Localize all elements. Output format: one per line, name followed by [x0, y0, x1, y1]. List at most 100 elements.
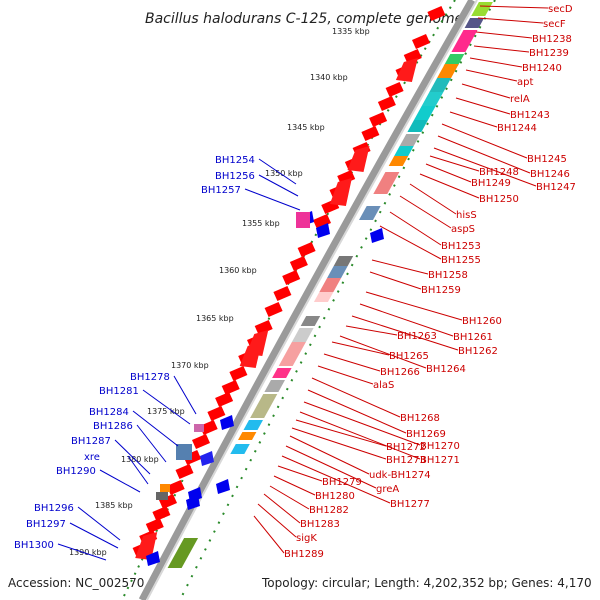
gene-arrow-reverse — [316, 223, 330, 238]
gene-label-forward[interactable]: BH1238 — [532, 34, 572, 45]
gene-label-forward[interactable]: BH1279 — [322, 477, 362, 488]
leader-line-red — [359, 303, 454, 337]
leader-line-red — [311, 377, 401, 418]
leader-line-red — [371, 259, 429, 275]
gene-label-forward[interactable]: aspS — [451, 224, 475, 235]
leader-line-red — [351, 315, 459, 351]
gene-block-forward — [239, 342, 262, 368]
gene-label-reverse[interactable]: BH1287 — [71, 436, 111, 447]
gene-label-reverse[interactable]: BH1256 — [215, 171, 255, 182]
leader-line-red — [365, 291, 463, 321]
gene-track-ticks — [179, 0, 496, 600]
gene-label-reverse[interactable]: BH1257 — [201, 185, 241, 196]
gene-label-forward[interactable]: alaS — [373, 380, 394, 391]
gene-label-forward[interactable]: BH1283 — [300, 519, 340, 530]
gene-label-forward[interactable]: BH1259 — [421, 285, 461, 296]
gene-label-forward[interactable]: BH1273 — [386, 455, 426, 466]
gene-segment — [394, 146, 414, 156]
gene-label-reverse[interactable]: BH1284 — [89, 407, 129, 418]
gene-label-forward[interactable]: apt — [517, 77, 533, 88]
gene-label-forward[interactable]: BH1253 — [441, 241, 481, 252]
leader-line-blue — [69, 522, 119, 549]
gene-label-reverse[interactable]: BH1286 — [93, 421, 133, 432]
gene-arrow-forward — [282, 270, 301, 285]
leader-line-blue — [57, 543, 107, 561]
gene-arrow-forward — [159, 494, 177, 509]
gene-segment — [451, 30, 478, 52]
topology-text: Topology: circular; Length: 4,202,352 bp… — [262, 576, 592, 590]
gene-label-forward[interactable]: hisS — [456, 210, 477, 221]
gene-label-forward[interactable]: BH1248 — [479, 167, 519, 178]
gene-label-forward[interactable]: BH1268 — [400, 413, 440, 424]
gene-label-forward[interactable]: BH1272 — [386, 442, 426, 453]
gene-block-reverse — [156, 492, 168, 500]
gene-label-reverse[interactable]: BH1297 — [26, 519, 66, 530]
gene-label-forward[interactable]: BH1271 — [420, 455, 460, 466]
gene-label-forward[interactable]: BH1247 — [536, 182, 576, 193]
gene-label-forward[interactable]: BH1265 — [389, 351, 429, 362]
gene-label-forward[interactable]: BH1249 — [471, 178, 511, 189]
leader-line-red — [441, 123, 528, 159]
gene-label-reverse[interactable]: BH1278 — [130, 372, 170, 383]
gene-label-forward[interactable]: BH1280 — [315, 491, 355, 502]
gene-label-forward[interactable]: BH1264 — [426, 364, 466, 375]
gene-label-forward[interactable]: BH1243 — [510, 110, 550, 121]
gene-label-reverse[interactable]: BH1254 — [215, 155, 255, 166]
gene-label-forward[interactable]: BH1261 — [453, 332, 493, 343]
leader-line-red — [469, 57, 523, 68]
gene-label-forward[interactable]: BH1289 — [284, 549, 324, 560]
gene-arrow-forward — [145, 518, 164, 533]
kbp-tick-label: 1380 kbp — [121, 455, 159, 464]
gene-label-reverse[interactable]: BH1300 — [14, 540, 54, 551]
kbp-tick-label: 1335 kbp — [332, 27, 370, 36]
kbp-tick-label: 1375 kbp — [147, 407, 185, 416]
leader-line-red — [263, 493, 301, 524]
leader-line-red — [455, 97, 511, 115]
gene-label-forward[interactable]: BH1282 — [309, 505, 349, 516]
gene-label-forward[interactable]: BH1239 — [529, 48, 569, 59]
leader-line-red — [437, 135, 531, 174]
gene-label-reverse[interactable]: BH1296 — [34, 503, 74, 514]
gene-label-forward[interactable]: BH1240 — [522, 63, 562, 74]
leader-line-blue — [258, 174, 299, 197]
gene-label-forward[interactable]: udk-BH1274 — [369, 470, 431, 481]
gene-label-forward[interactable]: sigK — [296, 533, 317, 544]
gene-label-reverse[interactable]: BH1290 — [56, 466, 96, 477]
kbp-tick-label: 1390 kbp — [69, 548, 107, 557]
gene-arrow-reverse — [186, 495, 200, 510]
gene-label-forward[interactable]: BH1262 — [458, 346, 498, 357]
gene-arrow-forward — [215, 392, 234, 407]
kbp-tick-label: 1345 kbp — [287, 123, 325, 132]
leader-line-red — [419, 173, 480, 199]
leader-line-blue — [99, 469, 141, 493]
gene-label-reverse[interactable]: xre — [84, 452, 100, 463]
gene-label-forward[interactable]: BH1244 — [497, 123, 537, 134]
gene-label-forward[interactable]: relA — [510, 94, 530, 105]
gene-arrow-forward — [264, 302, 283, 317]
gene-label-forward[interactable]: BH1258 — [428, 270, 468, 281]
gene-label-forward[interactable]: BH1270 — [420, 441, 460, 452]
gene-label-forward[interactable]: BH1277 — [390, 499, 430, 510]
gene-label-forward[interactable]: secF — [543, 19, 566, 30]
gene-label-forward[interactable]: BH1246 — [530, 169, 570, 180]
gene-label-forward[interactable]: greA — [376, 484, 399, 495]
gene-label-forward[interactable]: BH1255 — [441, 255, 481, 266]
gene-label-reverse[interactable]: BH1281 — [99, 386, 139, 397]
gene-label-forward[interactable]: BH1245 — [527, 154, 567, 165]
gene-label-forward[interactable]: BH1263 — [397, 331, 437, 342]
gene-label-forward[interactable]: BH1250 — [479, 194, 519, 205]
genome-backbone — [138, 0, 476, 600]
gene-segment — [243, 420, 263, 430]
gene-label-forward[interactable]: BH1269 — [406, 429, 446, 440]
gene-segment — [319, 278, 342, 292]
leader-line-red — [285, 445, 377, 489]
kbp-tick-label: 1370 kbp — [171, 361, 209, 370]
gene-segment — [414, 106, 436, 120]
leader-line-red — [331, 341, 390, 356]
leader-line-red — [461, 83, 511, 99]
gene-label-forward[interactable]: BH1266 — [380, 367, 420, 378]
gene-label-forward[interactable]: BH1260 — [462, 316, 502, 327]
gene-label-forward[interactable]: secD — [548, 4, 573, 15]
